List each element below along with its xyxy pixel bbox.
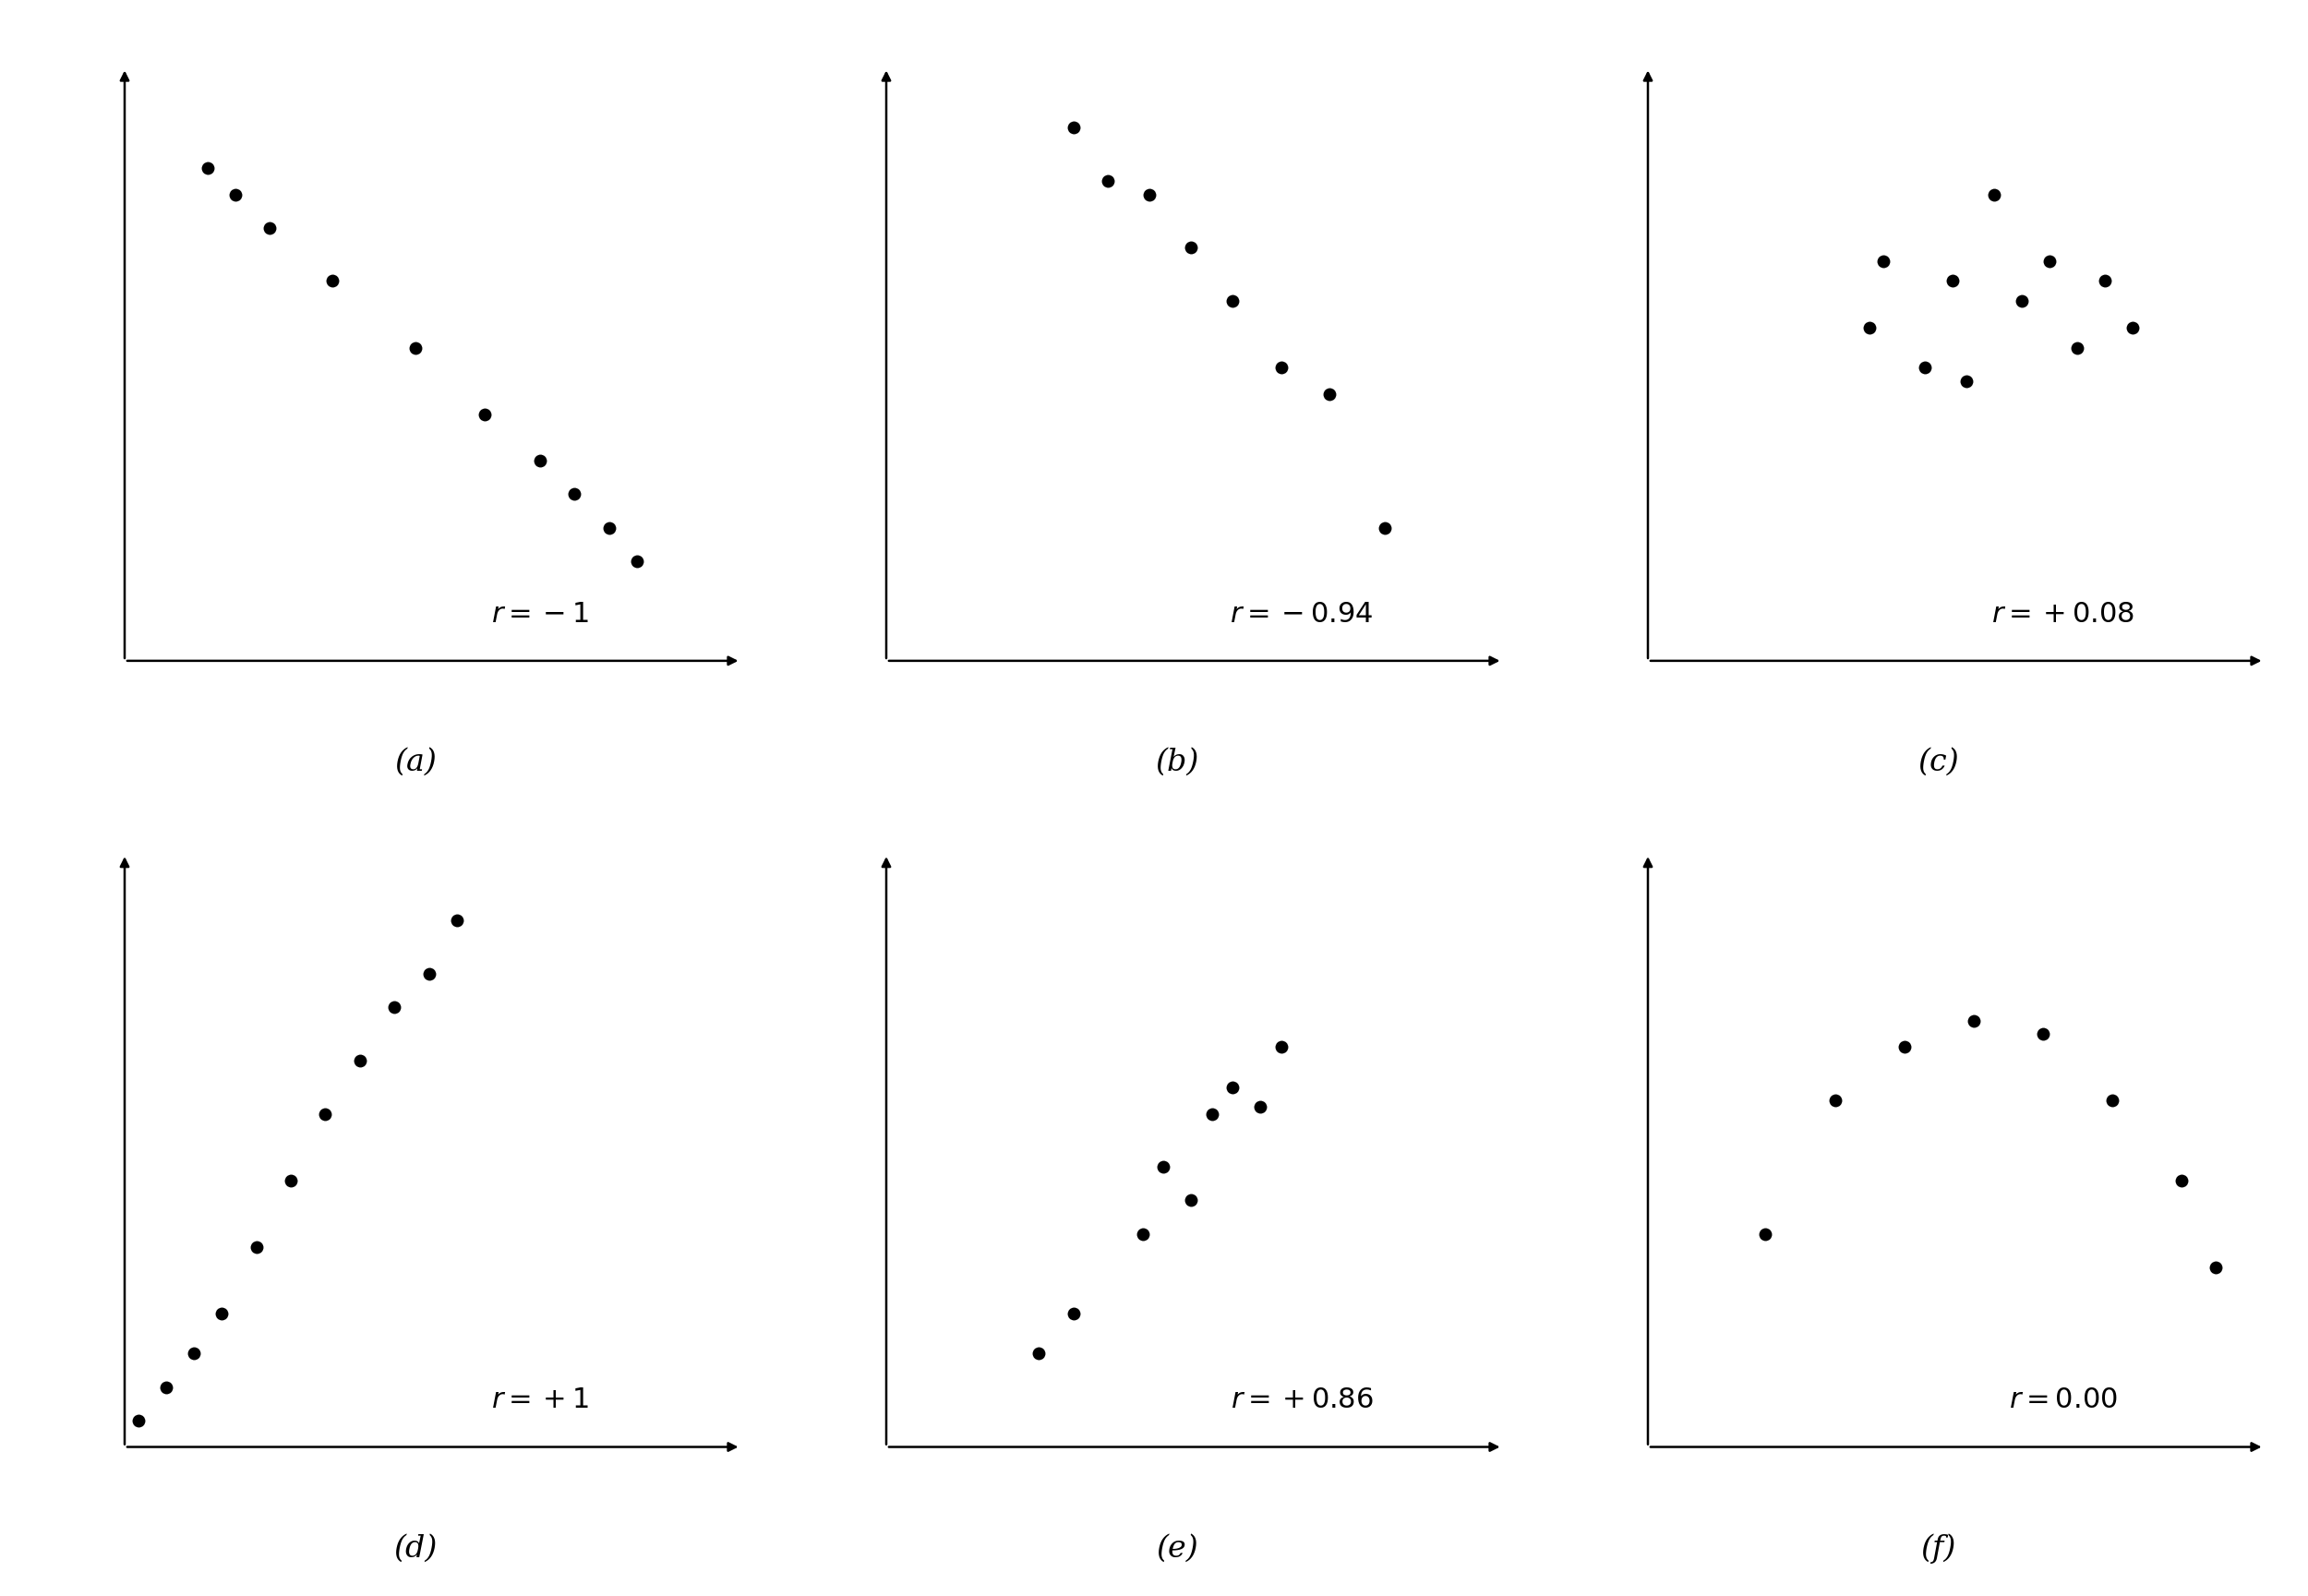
Point bbox=[252, 215, 288, 241]
Point bbox=[175, 1341, 212, 1366]
Point bbox=[1955, 1007, 1992, 1033]
Point bbox=[2086, 268, 2123, 294]
Point bbox=[1366, 516, 1403, 541]
Point bbox=[1948, 369, 1985, 394]
Point bbox=[1311, 381, 1348, 407]
Point bbox=[439, 908, 475, 934]
Text: (c): (c) bbox=[1918, 747, 1959, 777]
Point bbox=[148, 1374, 185, 1400]
Text: $r = -0.94$: $r = -0.94$ bbox=[1230, 600, 1373, 629]
Point bbox=[1055, 115, 1092, 140]
Point bbox=[120, 1408, 157, 1433]
Point bbox=[1131, 182, 1168, 207]
Point bbox=[1262, 354, 1299, 380]
Point bbox=[466, 402, 503, 428]
Point bbox=[2197, 1254, 2234, 1280]
Point bbox=[1851, 314, 1888, 340]
Point bbox=[1172, 235, 1209, 260]
Point bbox=[1906, 354, 1943, 380]
Point bbox=[189, 155, 226, 180]
Point bbox=[1172, 1187, 1209, 1213]
Point bbox=[2031, 249, 2068, 275]
Text: $r = -1$: $r = -1$ bbox=[492, 600, 589, 629]
Text: (f): (f) bbox=[1920, 1534, 1957, 1564]
Text: (b): (b) bbox=[1156, 747, 1198, 777]
Point bbox=[342, 1047, 379, 1073]
Point bbox=[272, 1168, 309, 1194]
Point bbox=[397, 335, 434, 361]
Point bbox=[1747, 1221, 1784, 1246]
Point bbox=[238, 1234, 275, 1259]
Point bbox=[2114, 314, 2151, 340]
Point bbox=[203, 1301, 240, 1326]
Text: $r = +0.86$: $r = +0.86$ bbox=[1230, 1385, 1373, 1414]
Point bbox=[217, 182, 254, 207]
Point bbox=[1242, 1095, 1279, 1120]
Text: (d): (d) bbox=[395, 1534, 436, 1562]
Point bbox=[376, 994, 413, 1020]
Text: (e): (e) bbox=[1156, 1534, 1198, 1562]
Point bbox=[1262, 1034, 1299, 1060]
Point bbox=[1193, 1101, 1230, 1127]
Point bbox=[314, 268, 351, 294]
Text: $r = +1$: $r = +1$ bbox=[492, 1385, 589, 1414]
Point bbox=[2024, 1021, 2061, 1047]
Point bbox=[619, 547, 655, 573]
Text: (a): (a) bbox=[395, 747, 436, 777]
Point bbox=[1020, 1341, 1057, 1366]
Point bbox=[1886, 1034, 1923, 1060]
Point bbox=[1214, 1074, 1251, 1100]
Point bbox=[1089, 168, 1126, 193]
Point bbox=[2163, 1168, 2200, 1194]
Point bbox=[1934, 268, 1971, 294]
Point bbox=[591, 516, 628, 541]
Point bbox=[2093, 1088, 2130, 1114]
Point bbox=[411, 961, 448, 986]
Point bbox=[1214, 289, 1251, 314]
Point bbox=[1976, 182, 2013, 207]
Point bbox=[556, 482, 593, 508]
Point bbox=[2003, 289, 2040, 314]
Point bbox=[1055, 1301, 1092, 1326]
Point bbox=[1865, 249, 1902, 275]
Point bbox=[522, 448, 559, 474]
Text: $r = 0.00$: $r = 0.00$ bbox=[2008, 1385, 2119, 1414]
Point bbox=[1145, 1154, 1182, 1179]
Point bbox=[307, 1101, 344, 1127]
Point bbox=[1124, 1221, 1161, 1246]
Text: $r = +0.08$: $r = +0.08$ bbox=[1992, 600, 2135, 629]
Point bbox=[2059, 335, 2096, 361]
Point bbox=[1816, 1088, 1853, 1114]
